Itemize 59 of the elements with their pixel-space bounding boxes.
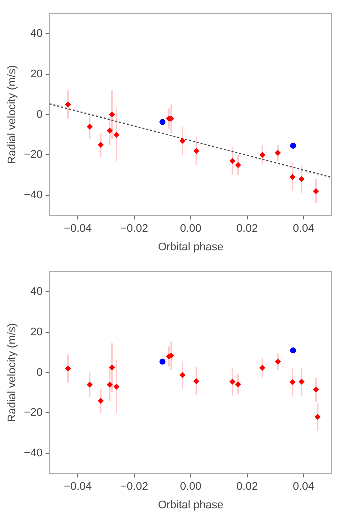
x-tick-label: 0.00 [180, 481, 202, 494]
y-tick-label: 0 [36, 108, 43, 121]
point [230, 378, 236, 385]
point [65, 102, 72, 108]
point [313, 188, 320, 194]
point [65, 366, 72, 372]
point [260, 152, 266, 158]
point [106, 382, 113, 388]
x-tick-label: −0.04 [64, 481, 92, 494]
x-tick-label: −0.04 [64, 223, 92, 236]
x-axis-title: Orbital phase [158, 499, 224, 512]
y-tick-label: 40 [30, 286, 43, 298]
x-tick-label: −0.02 [120, 481, 148, 494]
point [230, 158, 236, 164]
x-tick-label: 0.04 [293, 481, 314, 494]
point [180, 138, 186, 144]
x-tick-label: 0.00 [180, 223, 202, 236]
point [313, 386, 320, 393]
y-tick-label: 0 [36, 366, 43, 379]
y-tick-label: −20 [24, 149, 43, 162]
y-tick-label: −20 [24, 407, 43, 420]
x-tick-label: 0.04 [293, 223, 314, 236]
point [86, 382, 93, 388]
point [260, 364, 266, 371]
point [86, 124, 93, 130]
point [290, 143, 296, 150]
point [160, 358, 166, 365]
point [298, 378, 305, 385]
point [235, 162, 242, 168]
y-tick-label: −40 [24, 447, 43, 460]
y-tick-label: 20 [30, 68, 43, 81]
point [275, 150, 282, 156]
y-axis-title: Radial velocity (m/s) [6, 323, 19, 422]
point [106, 128, 113, 134]
point [194, 148, 200, 154]
point [275, 358, 282, 365]
y-tick-label: 40 [30, 28, 43, 40]
point [290, 379, 296, 386]
point [114, 132, 120, 138]
point [314, 414, 321, 420]
point [109, 112, 116, 118]
point [298, 176, 305, 182]
x-tick-label: 0.02 [236, 481, 258, 494]
point [160, 119, 166, 126]
point [98, 398, 104, 404]
point [235, 381, 242, 388]
point [290, 348, 296, 354]
y-tick-label: 20 [30, 326, 43, 339]
point [109, 364, 116, 371]
point [180, 372, 186, 378]
point [98, 142, 104, 148]
y-axis-title: Radial velocity (m/s) [6, 65, 19, 164]
x-tick-label: 0.02 [236, 223, 258, 236]
y-tick-label: −40 [24, 189, 43, 202]
point [194, 378, 200, 384]
point [290, 174, 296, 180]
x-tick-label: −0.02 [120, 223, 148, 236]
x-axis-title: Orbital phase [158, 241, 224, 254]
point [114, 384, 120, 390]
